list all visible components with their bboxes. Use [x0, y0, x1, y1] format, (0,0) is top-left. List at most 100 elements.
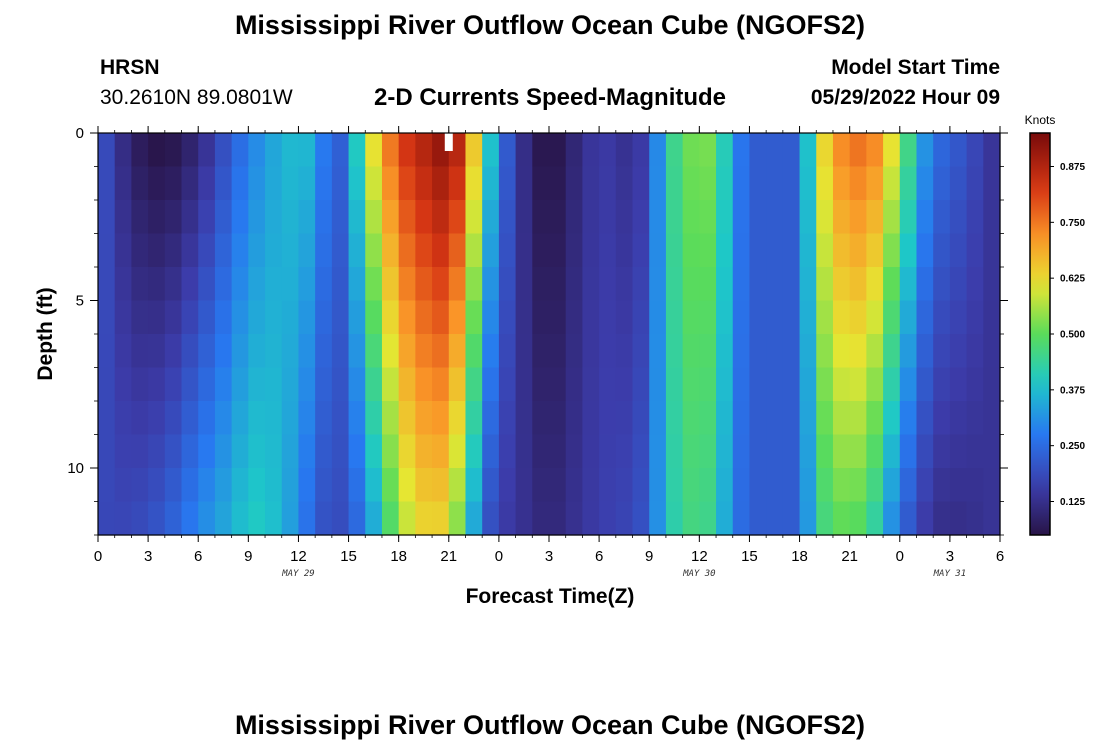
heatmap-cell: [649, 233, 667, 268]
heatmap-cell: [949, 133, 968, 168]
heatmap-cell: [866, 367, 884, 402]
heatmap-cell: [916, 133, 934, 168]
y-axis-label: Depth (ft): [34, 287, 57, 381]
heatmap-cell: [432, 300, 450, 335]
heatmap-cell: [214, 166, 233, 201]
heatmap-cell: [315, 334, 333, 369]
heatmap-cell: [849, 434, 867, 469]
heatmap-cell: [532, 133, 550, 168]
heatmap-cell: [582, 300, 600, 335]
heatmap-cell: [298, 300, 316, 335]
heatmap-cell: [549, 267, 567, 302]
y-tick-label: 5: [76, 293, 84, 310]
heatmap-cell: [498, 300, 517, 335]
heatmap-cell: [432, 401, 450, 436]
heatmap-cell: [649, 401, 667, 436]
heatmap-cell: [816, 468, 834, 503]
heatmap-cell: [766, 233, 784, 268]
heatmap-cell: [348, 300, 366, 335]
heatmap-cell: [248, 501, 266, 536]
heatmap-cell: [866, 166, 884, 201]
heatmap-cell: [131, 233, 149, 268]
page-title-repeat: Mississippi River Outflow Ocean Cube (NG…: [234, 710, 866, 740]
heatmap-cell: [933, 133, 951, 168]
heatmap-cell: [866, 401, 884, 436]
heatmap-cell: [816, 300, 834, 335]
heatmap-cell: [498, 367, 517, 402]
x-tick-label: 0: [495, 548, 503, 565]
heatmap-cell: [265, 267, 283, 302]
heatmap-cell: [799, 434, 817, 469]
heatmap-cell: [365, 334, 383, 369]
heatmap-cell: [933, 401, 951, 436]
heatmap-cell: [231, 501, 249, 536]
heatmap-cell: [298, 200, 316, 235]
heatmap-cell: [532, 367, 550, 402]
heatmap-cell: [231, 468, 249, 503]
heatmap-cell: [248, 200, 266, 235]
heatmap-cell: [98, 434, 116, 469]
heatmap-cell: [231, 166, 249, 201]
x-tick-label: 6: [194, 548, 202, 565]
heatmap-cell: [766, 501, 784, 536]
heatmap-cell: [498, 468, 517, 503]
heatmap-cell: [665, 133, 684, 168]
heatmap-cell: [665, 367, 684, 402]
heatmap-cell: [381, 133, 400, 168]
heatmap-cell: [281, 133, 300, 168]
date-label: MAY 31: [933, 569, 967, 579]
heatmap-cell: [131, 200, 149, 235]
heatmap-cell: [615, 434, 634, 469]
heatmap-cell: [348, 501, 366, 536]
heatmap-cell: [248, 468, 266, 503]
heatmap-cell: [782, 334, 801, 369]
colorbar-tick-label: 0.250: [1060, 441, 1085, 452]
heatmap-cell: [348, 166, 366, 201]
heatmap-cell: [482, 233, 500, 268]
heatmap-cell: [565, 334, 584, 369]
heatmap-cell: [465, 434, 483, 469]
heatmap-cell: [749, 401, 767, 436]
heatmap-cell: [649, 434, 667, 469]
heatmap-cell: [131, 468, 149, 503]
heatmap-cell: [632, 133, 650, 168]
heatmap-cell: [381, 501, 400, 536]
heatmap-cell: [599, 200, 617, 235]
heatmap-cell: [114, 367, 133, 402]
heatmap-cell: [632, 401, 650, 436]
heatmap-cell: [181, 300, 199, 335]
heatmap-cell: [749, 133, 767, 168]
x-tick-label: 9: [244, 548, 252, 565]
x-tick-label: 9: [645, 548, 653, 565]
heatmap-cell: [164, 468, 183, 503]
heatmap-cell: [816, 200, 834, 235]
heatmap-cell: [665, 233, 684, 268]
heatmap-cell: [565, 233, 584, 268]
heatmap-cell: [98, 166, 116, 201]
heatmap-cell: [348, 233, 366, 268]
heatmap-cell: [315, 300, 333, 335]
heatmap-cell: [465, 133, 483, 168]
heatmap-cell: [983, 166, 1001, 201]
heatmap-cell: [98, 233, 116, 268]
heatmap-cell: [415, 200, 433, 235]
heatmap-cell: [933, 267, 951, 302]
heatmap-cell: [899, 300, 918, 335]
heatmap-cell: [916, 401, 934, 436]
heatmap-cell: [665, 434, 684, 469]
heatmap-cell: [448, 267, 467, 302]
heatmap-cell: [916, 233, 934, 268]
model-start-label: Model Start Time: [831, 56, 1000, 79]
heatmap-cell: [966, 468, 984, 503]
heatmap-cell: [732, 166, 751, 201]
heatmap-cell: [732, 434, 751, 469]
heatmap-cell: [799, 200, 817, 235]
heatmap-cell: [98, 468, 116, 503]
heatmap-cell: [198, 367, 216, 402]
heatmap-cell: [849, 367, 867, 402]
heatmap-cell: [832, 334, 851, 369]
heatmap-cell: [515, 200, 533, 235]
heatmap-cell: [331, 300, 350, 335]
heatmap-cell: [281, 334, 300, 369]
